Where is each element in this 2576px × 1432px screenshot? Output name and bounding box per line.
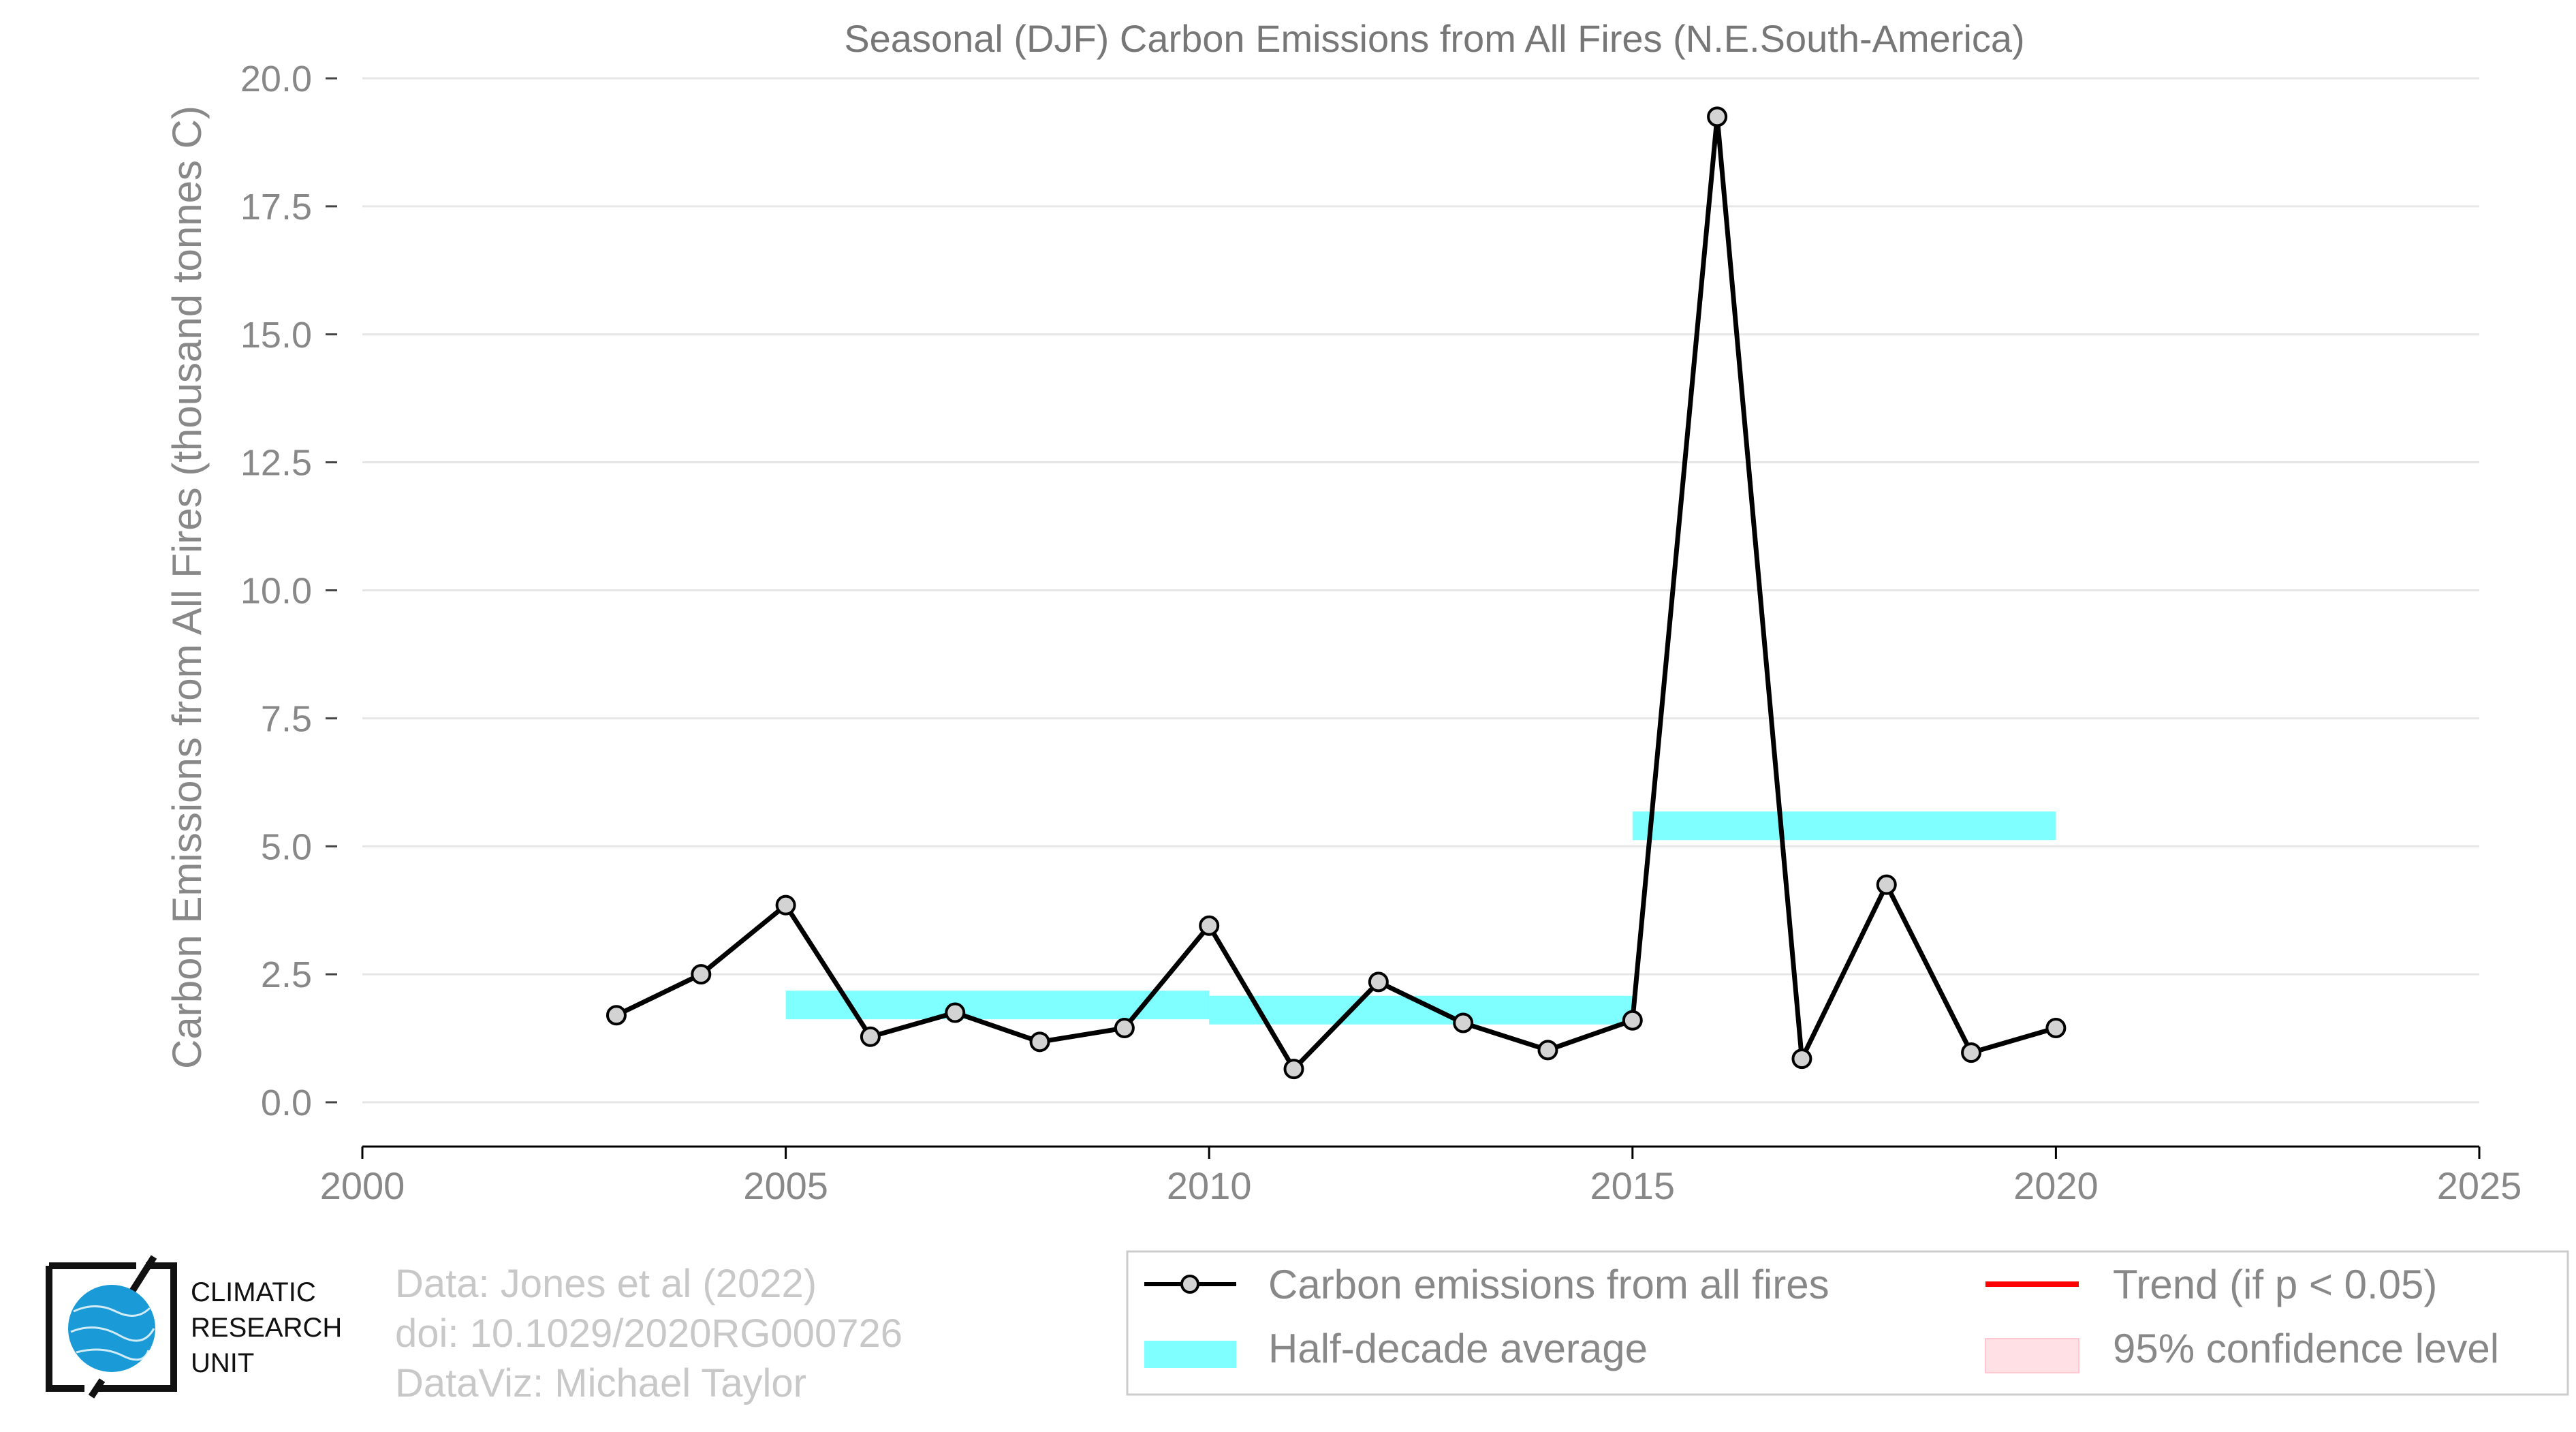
emissions-point — [1283, 1059, 1304, 1080]
legend: Carbon emissions from all fires Half-dec… — [1126, 1250, 2569, 1396]
cru-logo: CLIMATIC RESEARCH UNIT — [46, 1255, 342, 1399]
half-decade-band — [1632, 811, 2056, 841]
emissions-line — [615, 114, 2057, 1072]
credit-doi: doi: 10.1029/2020RG000726 — [395, 1311, 902, 1356]
emissions-point — [1876, 874, 1897, 895]
y-tick-label: 15.0 — [240, 315, 312, 356]
series-layer — [606, 106, 2067, 1080]
emissions-point — [1791, 1048, 1812, 1070]
legend-label-confidence: 95% confidence level — [2113, 1326, 2499, 1371]
legend-label-half-decade: Half-decade average — [1268, 1326, 1648, 1371]
x-tick-label: 2000 — [320, 1164, 405, 1207]
logo-slash-bottom-icon — [88, 1378, 106, 1399]
legend-band-swatch — [1144, 1341, 1236, 1368]
emissions-point — [2045, 1018, 2067, 1039]
legend-box — [1126, 1250, 2569, 1396]
emissions-point — [606, 1005, 627, 1026]
chart-title: Seasonal (DJF) Carbon Emissions from All… — [844, 17, 2024, 60]
x-tick-label: 2015 — [1590, 1164, 1676, 1207]
emissions-point — [1199, 915, 1220, 936]
logo-frame-icon — [46, 1262, 177, 1392]
logo-text-line-3: UNIT — [191, 1348, 254, 1378]
legend-label-emissions: Carbon emissions from all fires — [1268, 1262, 1829, 1307]
y-axis-label: Carbon Emissions from All Fires (thousan… — [164, 106, 210, 1069]
emissions-point — [1707, 106, 1728, 127]
y-tick-label: 5.0 — [261, 826, 312, 867]
emissions-point — [1622, 1010, 1643, 1031]
y-axis-ticks: 0.0 2.5 5.0 7.5 10.0 12.5 15.0 17.5 20.0 — [240, 59, 337, 1123]
emissions-point — [945, 1002, 966, 1023]
logo-text-line-2: RESEARCH — [191, 1313, 342, 1343]
emissions-point — [1029, 1031, 1050, 1053]
legend-confidence-swatch — [1985, 1338, 2079, 1373]
y-tick-label: 12.5 — [240, 443, 312, 484]
emissions-point — [1453, 1012, 1474, 1033]
credit-dataviz: DataViz: Michael Taylor — [395, 1361, 806, 1405]
emissions-point — [691, 964, 712, 985]
emissions-point — [860, 1026, 881, 1047]
emissions-point — [1368, 971, 1389, 993]
emissions-point — [1114, 1018, 1135, 1039]
logo-text-line-1: CLIMATIC — [191, 1277, 316, 1307]
grid-lines — [362, 77, 2479, 1104]
x-tick-label: 2020 — [2013, 1164, 2099, 1207]
emissions-point — [1537, 1040, 1558, 1061]
credits: Data: Jones et al (2022) doi: 10.1029/20… — [395, 1262, 902, 1405]
x-axis: 2000 2005 2010 2015 2020 2025 — [320, 1145, 2522, 1207]
x-tick-label: 2025 — [2437, 1164, 2522, 1207]
legend-marker-swatch — [1180, 1275, 1199, 1294]
credit-data: Data: Jones et al (2022) — [395, 1262, 817, 1306]
y-tick-label: 7.5 — [261, 698, 312, 739]
legend-label-trend: Trend (if p < 0.05) — [2113, 1262, 2437, 1307]
emissions-point — [775, 894, 796, 916]
y-tick-label: 20.0 — [240, 59, 312, 99]
emissions-point — [1961, 1042, 1982, 1063]
x-tick-label: 2010 — [1167, 1164, 1252, 1207]
y-tick-label: 0.0 — [261, 1083, 312, 1123]
y-tick-label: 10.0 — [240, 571, 312, 612]
y-tick-label: 2.5 — [261, 954, 312, 995]
x-tick-label: 2005 — [743, 1164, 828, 1207]
globe-wave-icon — [70, 1305, 155, 1361]
half-decade-bands — [785, 811, 2056, 1025]
y-tick-label: 17.5 — [240, 187, 312, 228]
